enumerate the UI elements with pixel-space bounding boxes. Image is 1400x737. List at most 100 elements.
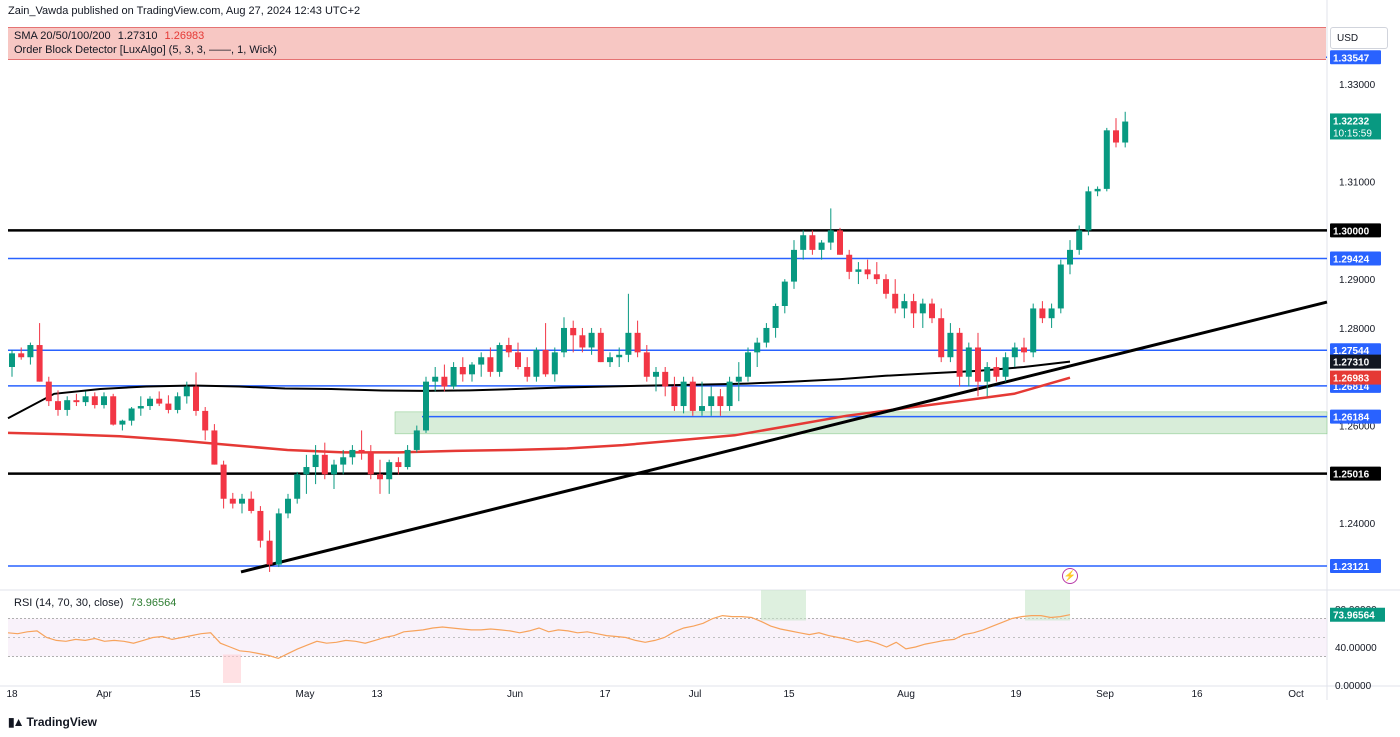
level-label: 1.25016 [1333,470,1370,481]
candle-body [1039,308,1046,319]
candle-body [303,467,310,475]
candle-body [239,498,245,504]
candle-body [478,357,485,365]
order-block-zone [394,411,1328,435]
level-label: 1.26184 [1333,413,1370,424]
candle-body [294,474,301,499]
candle-body [1002,357,1009,377]
candle-body [64,400,71,410]
x-tick-label: 18 [6,689,18,700]
y-tick-label: 1.31000 [1339,178,1376,189]
candle-body [689,381,696,411]
candle-body [367,452,374,475]
level-label-bg [1330,466,1381,481]
sma-label: 1.27310 [1333,358,1370,369]
candle-body [653,371,659,377]
order-block-legend[interactable]: Order Block Detector [LuxAlgo] (5, 3, 3,… [14,44,277,56]
price-pane [7,56,1328,574]
candle-body [910,301,917,314]
level-label-bg [1330,50,1381,65]
candle-body [45,381,52,402]
candle-body [193,386,199,411]
candle-body [505,345,512,353]
y-tick-label: 1.28000 [1339,324,1376,335]
sma-legend-value-1: 1.27310 [117,30,158,42]
candle-body [285,498,291,514]
candle-body [1122,121,1129,143]
candle-body [763,327,770,343]
brand-text: TradingView [26,715,97,729]
candle-body [984,366,991,382]
rsi-legend[interactable]: RSI (14, 70, 30, close) 73.96564 [14,597,176,609]
order-block-rect [394,411,1328,435]
publisher-caption: Zain_Vawda published on TradingView.com,… [8,5,361,17]
candle-body [956,332,963,377]
level-label: 1.27544 [1333,346,1370,357]
countdown-label: 10:15:59 [1333,128,1372,139]
x-tick-label: 16 [1191,689,1203,700]
x-tick-label: 17 [599,689,611,700]
candle-body [570,327,577,336]
candle-body [496,345,503,372]
rsi-band [8,618,1327,657]
candle-body [441,376,448,387]
candle-body [827,230,834,243]
y-tick-label: 1.24000 [1339,519,1376,530]
candle-body [561,327,567,353]
candle-body [708,396,715,407]
candle-body [1085,191,1092,231]
candle-body [487,357,494,372]
candle-body [846,254,853,272]
x-tick-label: 15 [189,689,201,700]
level-label: 1.29424 [1333,254,1370,265]
level-label-bg [1330,251,1381,266]
currency-selector[interactable]: USD [1330,27,1388,49]
trendline [240,300,1328,574]
candle-body [515,352,521,367]
candle-body [340,457,347,465]
candle-body [1113,130,1119,143]
candle-body [1094,188,1101,192]
candle-body [266,540,273,565]
candle-body [128,408,135,421]
candle-body [938,318,945,358]
candle-body [542,349,549,375]
candle-body [634,332,641,353]
candle-body [643,352,650,377]
level-label: 1.23121 [1333,562,1370,573]
x-tick-label: 13 [371,689,383,700]
candle-body [726,381,733,407]
candle-body [873,274,880,280]
y-tick-label: 1.29000 [1339,275,1376,286]
horizontal-levels [8,56,1327,567]
candle-body [1076,230,1083,250]
rsi-pane [7,590,1327,683]
rsi-value-bg [1330,607,1385,622]
lightning-icon[interactable]: ⚡ [1062,568,1078,584]
indicator-legend: SMA 20/50/100/200 1.27310 1.26983 Order … [8,27,1326,60]
level-label-bg [1330,343,1381,358]
candle-body [349,449,356,458]
rsi-legend-value: 73.96564 [130,597,177,609]
trendline-line [240,300,1328,574]
candle-body [110,396,117,425]
rsi-line [7,614,1071,660]
candle-body [1011,347,1018,358]
x-tick-label: Aug [897,689,915,700]
sma-legend[interactable]: SMA 20/50/100/200 1.27310 1.26983 [14,30,204,42]
rsi-tick-label: 40.00000 [1335,643,1377,654]
rsi-legend-label: RSI (14, 70, 30, close) [14,597,124,609]
x-tick-label: 19 [1010,689,1022,700]
sma-black-line [7,360,1071,420]
current-price-label: 1.32232 [1333,116,1370,127]
level-label-bg [1330,559,1381,574]
candle-body [395,462,402,468]
candle-body [699,406,705,411]
candle-body [524,366,531,377]
candle-body [616,354,623,358]
candle-body [680,381,687,407]
candle-body [717,396,724,407]
tradingview-logo: ▮▲ TradingView [8,715,97,729]
candle-body [386,462,393,480]
